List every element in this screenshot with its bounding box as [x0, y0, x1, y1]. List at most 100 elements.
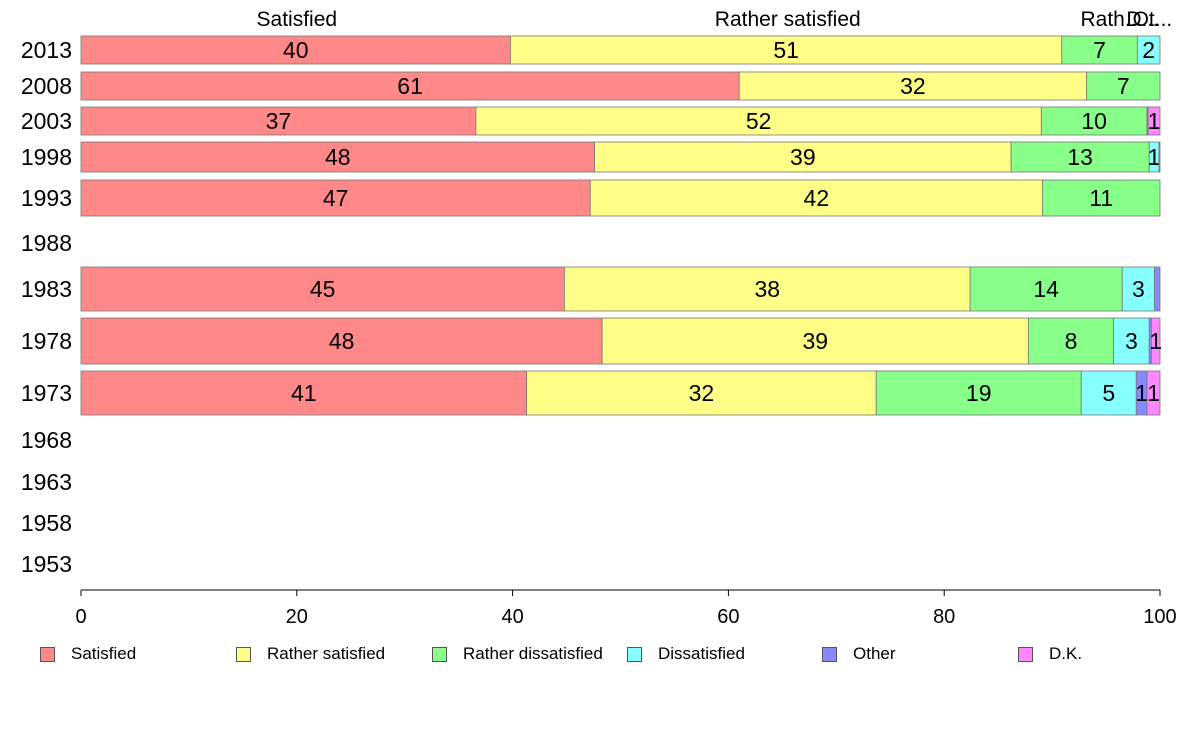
- bar-segment-2008-rather-satisfied: [738, 71, 1088, 101]
- data-label-1983-0: 45: [310, 276, 336, 302]
- x-tick-label-60: 60: [717, 606, 739, 628]
- data-label-1993-1: 42: [804, 185, 830, 211]
- bar-segment-1993-rather-satisfied: [589, 179, 1043, 217]
- data-label-1973-0: 41: [291, 380, 317, 406]
- legend-label: Rather dissatisfied: [463, 644, 603, 663]
- legend-item-rather-satisfied: Rather satisfied: [236, 644, 385, 664]
- bar-segment-1983-satisfied: [80, 266, 565, 312]
- y-tick-label-1993: 1993: [21, 185, 72, 211]
- data-label-2003-1: 52: [746, 108, 772, 134]
- legend-swatch: [40, 646, 55, 662]
- x-tick-label-20: 20: [286, 606, 308, 628]
- top-series-label-0: Satisfied: [257, 8, 338, 31]
- bar-segment-1973-rather-dissatisfied: [875, 370, 1082, 416]
- data-label-1978-3: 3: [1125, 328, 1138, 354]
- data-label-1978-5: 1: [1149, 328, 1162, 354]
- top-series-label-2: Rath...: [1081, 8, 1143, 31]
- bar-segment-2008-rather-dissatisfied: [1086, 71, 1161, 101]
- y-tick-label-1963: 1963: [21, 469, 72, 495]
- legend-swatch: [236, 646, 251, 662]
- legend-label: Dissatisfied: [658, 644, 745, 663]
- y-tick-label-1978: 1978: [21, 328, 72, 354]
- y-tick-label-2008: 2008: [21, 73, 72, 99]
- x-tick-label-100: 100: [1143, 606, 1176, 628]
- bar-segment-2013-rather-dissatisfied: [1061, 35, 1138, 65]
- bar-segment-1998-rather-satisfied: [594, 141, 1012, 173]
- top-series-label-3: D...: [1126, 8, 1159, 31]
- y-tick-label-1958: 1958: [21, 510, 72, 536]
- x-tick-label-0: 0: [75, 606, 86, 628]
- data-label-1978-0: 48: [329, 328, 355, 354]
- data-label-1973-4: 1: [1135, 380, 1148, 406]
- legend-swatch: [627, 646, 642, 662]
- data-label-2003-0: 37: [266, 108, 292, 134]
- bar-segment-1993-rather-dissatisfied: [1041, 179, 1161, 217]
- bar-segment-1998-other: [1158, 141, 1161, 173]
- x-tick-label-40: 40: [501, 606, 523, 628]
- bar-segment-1983-dissatisfied: [1121, 266, 1156, 312]
- legend-label: Satisfied: [71, 644, 137, 663]
- legend-item-satisfied: Satisfied: [40, 644, 136, 664]
- y-tick-label-1968: 1968: [21, 427, 72, 453]
- bar-segment-1978-rather-dissatisfied: [1027, 317, 1115, 365]
- data-label-2008-0: 61: [397, 73, 423, 99]
- data-label-1973-3: 5: [1102, 380, 1115, 406]
- data-label-1993-0: 47: [323, 185, 349, 211]
- bar-segment-1998-satisfied: [80, 141, 596, 173]
- bar-segment-2013-dissatisfied: [1136, 35, 1161, 65]
- legend-swatch: [432, 646, 447, 662]
- y-tick-label-1988: 1988: [21, 230, 72, 256]
- data-label-1998-0: 48: [325, 144, 351, 170]
- data-label-2008-1: 32: [900, 73, 926, 99]
- legend: Satisfied Rather satisfied Rather dissatis…: [0, 644, 1188, 668]
- data-label-1998-1: 39: [790, 144, 816, 170]
- bar-segment-1973-d-k-: [1146, 370, 1161, 416]
- data-label-2003-5: 1: [1148, 108, 1161, 134]
- bar-segment-2003-rather-dissatisfied: [1040, 106, 1148, 136]
- data-label-2013-2: 7: [1093, 37, 1106, 63]
- bar-segment-1983-other: [1154, 266, 1161, 312]
- data-label-1983-3: 3: [1132, 276, 1145, 302]
- top-series-label-4: Ot...: [1133, 8, 1173, 31]
- y-tick-label-2013: 2013: [21, 37, 72, 63]
- bar-segment-2013-satisfied: [80, 35, 511, 65]
- data-label-1973-5: 1: [1147, 380, 1160, 406]
- bar-segment-1998-rather-dissatisfied: [1010, 141, 1150, 173]
- bar-segment-2003-satisfied: [80, 106, 477, 136]
- bar-segment-1983-rather-satisfied: [563, 266, 971, 312]
- y-tick-label-2003: 2003: [21, 108, 72, 134]
- legend-label: Other: [853, 644, 896, 663]
- bar-segment-2003-rather-satisfied: [475, 106, 1042, 136]
- data-label-1998-3: 1: [1148, 144, 1161, 170]
- data-label-1973-2: 19: [966, 380, 992, 406]
- bar-segment-1978-d-k-: [1150, 317, 1161, 365]
- data-label-1983-1: 38: [754, 276, 780, 302]
- bar-segment-2003-d-k-: [1147, 106, 1161, 136]
- data-label-1983-2: 14: [1033, 276, 1059, 302]
- legend-item-other: Other: [822, 644, 896, 664]
- bar-segment-1983-rather-dissatisfied: [969, 266, 1123, 312]
- data-label-2013-0: 40: [283, 37, 309, 63]
- y-tick-label-1998: 1998: [21, 144, 72, 170]
- data-label-1998-2: 13: [1067, 144, 1093, 170]
- x-tick-label-80: 80: [933, 606, 955, 628]
- legend-label: D.K.: [1049, 644, 1083, 663]
- bar-segment-1993-satisfied: [80, 179, 591, 217]
- y-tick-label-1983: 1983: [21, 276, 72, 302]
- legend-item-d-k-: D.K.: [1018, 644, 1082, 664]
- legend-swatch: [1018, 646, 1033, 662]
- data-label-2013-3: 2: [1142, 37, 1155, 63]
- y-tick-label-1973: 1973: [21, 380, 72, 406]
- data-label-2003-2: 10: [1081, 108, 1107, 134]
- top-series-label-1: Rather satisfied: [715, 8, 861, 31]
- data-label-2008-2: 7: [1117, 73, 1130, 99]
- legend-item-dissatisfied: Dissatisfied: [627, 644, 745, 664]
- data-label-1973-1: 32: [689, 380, 715, 406]
- legend-swatch: [822, 646, 837, 662]
- data-label-1978-2: 8: [1065, 328, 1078, 354]
- data-label-1978-1: 39: [802, 328, 828, 354]
- data-label-1993-2: 11: [1089, 185, 1113, 211]
- bar-segment-1978-satisfied: [80, 317, 603, 365]
- y-tick-label-1953: 1953: [21, 551, 72, 577]
